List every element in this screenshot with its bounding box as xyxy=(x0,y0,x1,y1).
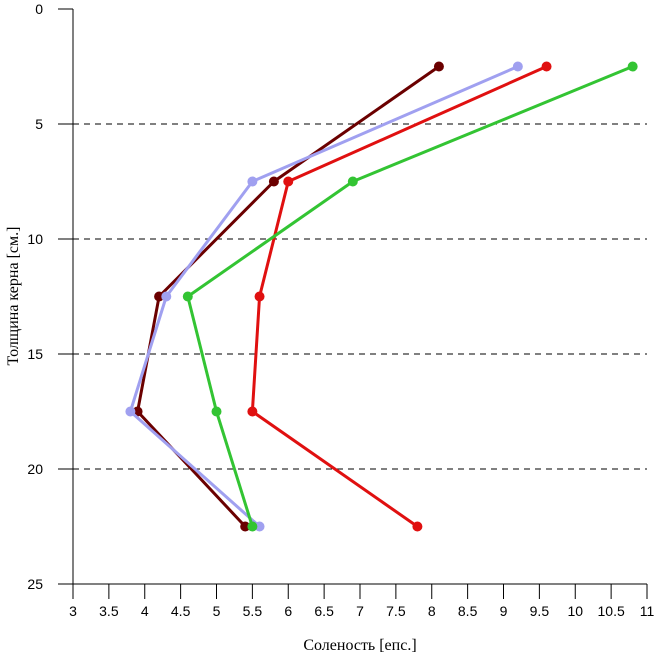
data-point xyxy=(254,521,265,532)
series-2 xyxy=(125,61,523,532)
series-line xyxy=(186,65,634,527)
x-tick-label: 8.5 xyxy=(458,603,478,619)
data-point xyxy=(512,61,523,72)
x-tick-label: 10 xyxy=(567,603,583,619)
x-axis-ticks: 3 3.5 4 4.5 5 5.5 6 6.5 7 7.5 8 8.5 9 9.5 10 10.5 11 xyxy=(69,584,654,619)
data-point xyxy=(154,291,165,302)
series-group xyxy=(125,61,638,532)
series-3 xyxy=(247,61,552,532)
y-tick-label: 25 xyxy=(27,576,43,592)
data-point xyxy=(627,61,638,72)
data-point xyxy=(182,291,193,302)
x-tick-label: 3 xyxy=(69,603,77,619)
data-point xyxy=(247,521,258,532)
x-tick-label: 8 xyxy=(428,603,436,619)
y-tick-label: 15 xyxy=(27,346,43,362)
x-tick-label: 3.5 xyxy=(99,603,119,619)
data-point xyxy=(347,176,358,187)
x-axis-title: Соленость [епс.] xyxy=(303,637,416,654)
y-tick-label: 5 xyxy=(35,116,43,132)
y-axis-ticks: 0 5 10 15 20 25 xyxy=(27,1,73,592)
x-tick-label: 7 xyxy=(356,603,364,619)
series-line xyxy=(250,65,548,528)
y-tick-label: 10 xyxy=(27,231,43,247)
data-point xyxy=(247,176,258,187)
x-tick-label: 6.5 xyxy=(314,603,334,619)
x-tick-label: 4 xyxy=(141,603,149,619)
x-tick-label: 5.5 xyxy=(243,603,263,619)
x-tick-label: 6 xyxy=(284,603,292,619)
data-point xyxy=(125,406,136,417)
data-point xyxy=(433,61,444,72)
x-tick-label: 7.5 xyxy=(386,603,406,619)
series-4 xyxy=(182,61,638,532)
data-point xyxy=(268,176,279,187)
x-tick-label: 10.5 xyxy=(598,603,625,619)
data-point xyxy=(254,291,265,302)
data-point xyxy=(240,521,251,532)
data-point xyxy=(412,521,423,532)
data-point xyxy=(541,61,552,72)
data-point xyxy=(283,176,294,187)
x-tick-label: 4.5 xyxy=(171,603,191,619)
x-tick-label: 5 xyxy=(213,603,221,619)
x-tick-label: 11 xyxy=(640,603,655,619)
x-tick-label: 9.5 xyxy=(530,603,550,619)
y-axis-title: Толщина керна [см.] xyxy=(5,227,22,366)
x-tick-label: 9 xyxy=(500,603,508,619)
y-tick-label: 20 xyxy=(27,461,43,477)
data-point xyxy=(161,291,172,302)
grid-lines xyxy=(73,123,647,470)
data-point xyxy=(247,406,258,417)
y-tick-label: 0 xyxy=(35,1,43,17)
data-point xyxy=(211,406,222,417)
